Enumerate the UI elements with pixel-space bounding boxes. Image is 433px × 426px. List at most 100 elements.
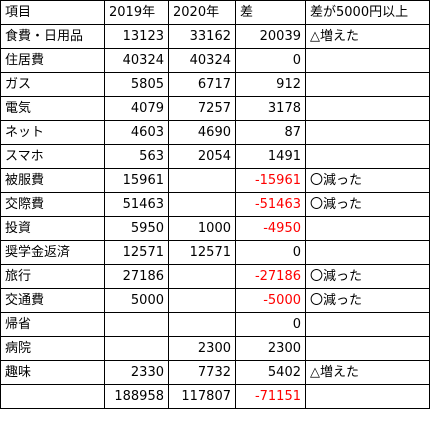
cell-year-2019[interactable] bbox=[104, 312, 169, 337]
cell-year-2020[interactable]: 6717 bbox=[168, 72, 236, 97]
table-row: 旅行 27186 -27186 〇減った bbox=[0, 264, 430, 289]
cell-year-2020[interactable]: 2300 bbox=[168, 336, 236, 361]
table-row: 被服費 15961 -15961 〇減った bbox=[0, 168, 430, 193]
table-row: 奨学金返済 12571 12571 0 bbox=[0, 240, 430, 265]
cell-year-2020[interactable] bbox=[168, 264, 236, 289]
cell-item[interactable]: 旅行 bbox=[0, 264, 105, 289]
cell-difference[interactable]: 1491 bbox=[235, 144, 306, 169]
cell-item[interactable]: 交通費 bbox=[0, 288, 105, 313]
cell-note[interactable] bbox=[305, 48, 430, 73]
cell-year-2019[interactable] bbox=[104, 336, 169, 361]
cell-note[interactable]: 〇減った bbox=[305, 288, 430, 313]
cell-difference[interactable]: 20039 bbox=[235, 24, 306, 49]
cell-year-2019[interactable]: 12571 bbox=[104, 240, 169, 265]
cell-difference[interactable]: 5402 bbox=[235, 360, 306, 385]
cell-item[interactable]: 奨学金返済 bbox=[0, 240, 105, 265]
cell-year-2020[interactable]: 117807 bbox=[168, 384, 236, 409]
cell-year-2019[interactable]: 51463 bbox=[104, 192, 169, 217]
header-cell-difference[interactable]: 差 bbox=[235, 0, 306, 25]
cell-item[interactable] bbox=[0, 384, 105, 409]
cell-year-2020[interactable] bbox=[168, 312, 236, 337]
cell-note[interactable]: △増えた bbox=[305, 24, 430, 49]
header-cell-item[interactable]: 項目 bbox=[0, 0, 105, 25]
cell-year-2019[interactable]: 5950 bbox=[104, 216, 169, 241]
cell-year-2020[interactable]: 2054 bbox=[168, 144, 236, 169]
cell-year-2019[interactable]: 563 bbox=[104, 144, 169, 169]
cell-year-2019[interactable]: 4079 bbox=[104, 96, 169, 121]
header-cell-note[interactable]: 差が5000円以上 bbox=[305, 0, 430, 25]
table-row: ガス 5805 6717 912 bbox=[0, 72, 430, 97]
cell-note[interactable] bbox=[305, 384, 430, 409]
cell-year-2020[interactable] bbox=[168, 288, 236, 313]
table-row: 病院 2300 2300 bbox=[0, 336, 430, 361]
cell-year-2019[interactable]: 27186 bbox=[104, 264, 169, 289]
cell-difference[interactable]: -71151 bbox=[235, 384, 306, 409]
cell-item[interactable]: 帰省 bbox=[0, 312, 105, 337]
cell-difference[interactable]: 0 bbox=[235, 240, 306, 265]
cell-note[interactable] bbox=[305, 240, 430, 265]
cell-difference[interactable]: 3178 bbox=[235, 96, 306, 121]
cell-difference[interactable]: 0 bbox=[235, 48, 306, 73]
cell-year-2020[interactable] bbox=[168, 192, 236, 217]
cell-note[interactable] bbox=[305, 120, 430, 145]
cell-item[interactable]: 交際費 bbox=[0, 192, 105, 217]
header-cell-year-2019[interactable]: 2019年 bbox=[104, 0, 169, 25]
cell-item[interactable]: 住居費 bbox=[0, 48, 105, 73]
cell-note[interactable] bbox=[305, 96, 430, 121]
cell-item[interactable]: スマホ bbox=[0, 144, 105, 169]
table-row: 交通費 5000 -5000 〇減った bbox=[0, 288, 430, 313]
cell-item[interactable]: 趣味 bbox=[0, 360, 105, 385]
header-row: 項目 2019年 2020年差差が5000円以上 bbox=[0, 0, 430, 25]
table-row: 電気 4079 7257 3178 bbox=[0, 96, 430, 121]
table-row: 趣味 2330 7732 5402 △増えた bbox=[0, 360, 430, 385]
cell-year-2019[interactable]: 5000 bbox=[104, 288, 169, 313]
cell-item[interactable]: ガス bbox=[0, 72, 105, 97]
cell-year-2020[interactable]: 12571 bbox=[168, 240, 236, 265]
cell-year-2019[interactable]: 40324 bbox=[104, 48, 169, 73]
cell-item[interactable]: 電気 bbox=[0, 96, 105, 121]
cell-note[interactable]: △増えた bbox=[305, 360, 430, 385]
table-row: 食費・日用品 13123 33162 20039 △増えた bbox=[0, 24, 430, 49]
cell-item[interactable]: 被服費 bbox=[0, 168, 105, 193]
cell-year-2019[interactable]: 13123 bbox=[104, 24, 169, 49]
cell-year-2020[interactable]: 40324 bbox=[168, 48, 236, 73]
cell-year-2019[interactable]: 15961 bbox=[104, 168, 169, 193]
spreadsheet-table: 項目 2019年 2020年差差が5000円以上 食費・日用品 13123 33162 20… bbox=[0, 0, 430, 409]
cell-note[interactable] bbox=[305, 72, 430, 97]
cell-item[interactable]: 食費・日用品 bbox=[0, 24, 105, 49]
cell-year-2020[interactable]: 7732 bbox=[168, 360, 236, 385]
cell-note[interactable]: 〇減った bbox=[305, 192, 430, 217]
cell-difference[interactable]: -27186 bbox=[235, 264, 306, 289]
header-cell-year-2020[interactable]: 2020年 bbox=[168, 0, 236, 25]
cell-year-2019[interactable]: 2330 bbox=[104, 360, 169, 385]
cell-difference[interactable]: 0 bbox=[235, 312, 306, 337]
cell-year-2019[interactable]: 188958 bbox=[104, 384, 169, 409]
spreadsheet-body: 項目 2019年 2020年差差が5000円以上 食費・日用品 13123 33162 20… bbox=[0, 0, 430, 409]
cell-note[interactable]: 〇減った bbox=[305, 264, 430, 289]
cell-year-2020[interactable]: 7257 bbox=[168, 96, 236, 121]
cell-note[interactable] bbox=[305, 312, 430, 337]
cell-year-2020[interactable]: 4690 bbox=[168, 120, 236, 145]
cell-difference[interactable]: -5000 bbox=[235, 288, 306, 313]
cell-item[interactable]: 投資 bbox=[0, 216, 105, 241]
cell-difference[interactable]: 912 bbox=[235, 72, 306, 97]
cell-difference[interactable]: -51463 bbox=[235, 192, 306, 217]
cell-difference[interactable]: 2300 bbox=[235, 336, 306, 361]
cell-year-2020[interactable]: 33162 bbox=[168, 24, 236, 49]
cell-difference[interactable]: 87 bbox=[235, 120, 306, 145]
cell-note[interactable]: 〇減った bbox=[305, 168, 430, 193]
cell-difference[interactable]: -15961 bbox=[235, 168, 306, 193]
cell-item[interactable]: 病院 bbox=[0, 336, 105, 361]
cell-year-2019[interactable]: 5805 bbox=[104, 72, 169, 97]
table-row: スマホ 563 2054 1491 bbox=[0, 144, 430, 169]
table-row: 帰省 0 bbox=[0, 312, 430, 337]
cell-note[interactable] bbox=[305, 144, 430, 169]
cell-difference[interactable]: -4950 bbox=[235, 216, 306, 241]
table-row: ネット 4603 4690 87 bbox=[0, 120, 430, 145]
cell-note[interactable] bbox=[305, 336, 430, 361]
cell-note[interactable] bbox=[305, 216, 430, 241]
cell-year-2020[interactable] bbox=[168, 168, 236, 193]
cell-year-2020[interactable]: 1000 bbox=[168, 216, 236, 241]
cell-year-2019[interactable]: 4603 bbox=[104, 120, 169, 145]
cell-item[interactable]: ネット bbox=[0, 120, 105, 145]
